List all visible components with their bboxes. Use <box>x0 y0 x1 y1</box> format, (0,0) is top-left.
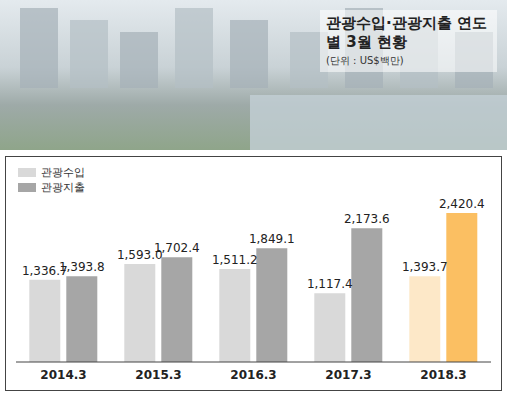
svg-text:2014.3: 2014.3 <box>40 368 86 382</box>
svg-text:1,511.2: 1,511.2 <box>212 253 258 267</box>
svg-text:2016.3: 2016.3 <box>230 368 276 382</box>
svg-text:1,393.8: 1,393.8 <box>59 260 105 274</box>
svg-text:1,393.7: 1,393.7 <box>402 260 448 274</box>
html-text:관광수입·관광지출 연도별 3월 현황: 관광수입·관광지출 연도별 3월 현황 <box>326 14 487 51</box>
svg-text:1,117.4: 1,117.4 <box>307 277 353 291</box>
svg-text:2018.3: 2018.3 <box>420 368 466 382</box>
svg-text:2017.3: 2017.3 <box>325 368 371 382</box>
svg-text:2,173.6: 2,173.6 <box>344 212 390 226</box>
html-text:관광수입: 관광수입 <box>41 166 85 179</box>
svg-text:1,593.0: 1,593.0 <box>116 248 163 262</box>
svg-text:2015.3: 2015.3 <box>135 368 181 382</box>
html-text:(단위 : US$백만): (단위 : US$백만) <box>326 55 404 66</box>
svg-text:1,702.4: 1,702.4 <box>154 241 200 255</box>
svg-text:1,336.7: 1,336.7 <box>21 263 68 278</box>
svg-text:2,420.4: 2,420.4 <box>439 197 485 211</box>
html-text:관광지출: 관광지출 <box>41 181 85 194</box>
svg-text:1,849.1: 1,849.1 <box>249 232 295 246</box>
